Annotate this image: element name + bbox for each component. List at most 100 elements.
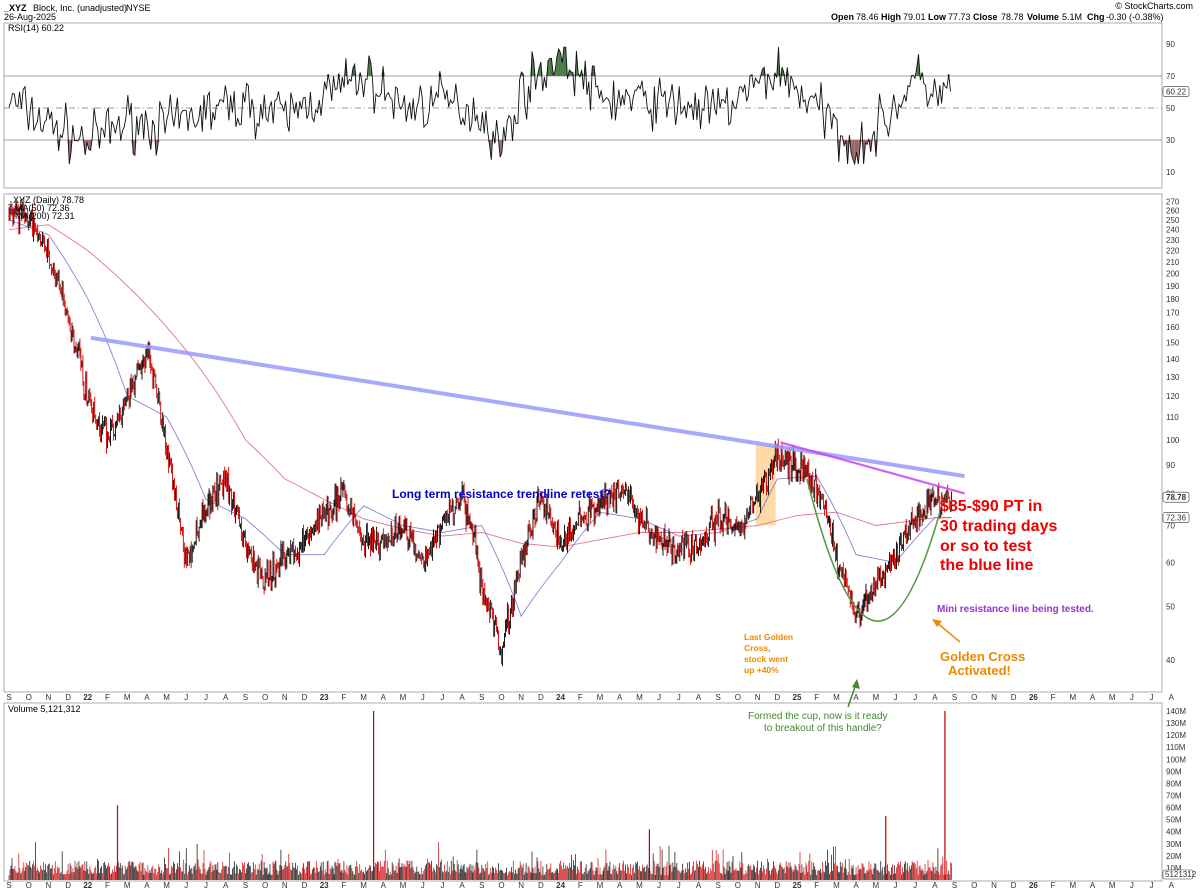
rsi-overbought-fill xyxy=(539,62,541,76)
x-label-0: S xyxy=(6,693,11,702)
x-label-46: J xyxy=(913,693,917,702)
volume-legend: Volume 5,121,312 xyxy=(8,704,81,714)
x-label-7: A xyxy=(144,693,150,702)
volume-tick-30: 30M xyxy=(1166,840,1182,849)
x-label-bottom-50: N xyxy=(991,881,997,890)
x-label-bottom-10: J xyxy=(204,881,208,890)
x-label-32: M xyxy=(636,693,643,702)
x-label-8: M xyxy=(163,693,170,702)
x-label-bottom-43: A xyxy=(853,881,859,890)
x-label-34: J xyxy=(677,693,681,702)
x-label-bottom-54: M xyxy=(1069,881,1076,890)
last-golden-line-1: Last Golden xyxy=(744,632,793,642)
rsi-overbought-fill xyxy=(762,67,765,76)
price-tick-110: 110 xyxy=(1166,413,1179,422)
volume-tick-20: 20M xyxy=(1166,852,1182,861)
x-label-52: 26 xyxy=(1029,693,1038,702)
rsi-legend-text: RSI(14) 60.22 xyxy=(8,23,64,33)
x-label-bottom-41: F xyxy=(814,881,819,890)
price-legend: _XYZ (Daily) 78.78 MA(50) 72.36 MA(200) … xyxy=(7,195,84,221)
x-label-bottom-0: S xyxy=(6,881,11,890)
price-target-annotation: $85-$90 PT in 30 trading days or so to t… xyxy=(940,498,1057,574)
ma200-line xyxy=(8,224,952,548)
x-label-42: M xyxy=(833,693,840,702)
open-value: 78.46 xyxy=(856,12,879,22)
x-label-bottom-58: J xyxy=(1150,881,1154,890)
x-label-bottom-13: O xyxy=(262,881,268,890)
x-label-19: A xyxy=(381,693,387,702)
price-tick-140: 140 xyxy=(1166,355,1180,364)
x-label-54: M xyxy=(1069,693,1076,702)
x-label-23: A xyxy=(459,693,465,702)
price-tick-220: 220 xyxy=(1166,247,1180,256)
x-label-bottom-15: D xyxy=(302,881,308,890)
x-label-27: D xyxy=(538,693,544,702)
price-target-line-3: or so to test xyxy=(940,538,1032,555)
x-label-56: M xyxy=(1109,693,1116,702)
x-label-28: 24 xyxy=(556,693,565,702)
cup-arc xyxy=(806,478,941,622)
price-tick-90: 90 xyxy=(1166,461,1175,470)
x-label-33: J xyxy=(657,693,661,702)
price-tick-260: 260 xyxy=(1166,206,1180,215)
x-label-18: M xyxy=(360,693,367,702)
price-tick-120: 120 xyxy=(1166,392,1180,401)
x-label-bottom-51: D xyxy=(1011,881,1017,890)
x-label-44: M xyxy=(872,693,879,702)
x-label-1: O xyxy=(26,693,32,702)
volume-layer: 10M 20M 30M 40M 50M 60M 70M 80M 90M 100M 110M 120M 1… xyxy=(8,707,1197,880)
x-label-59: A xyxy=(1169,693,1175,702)
x-label-24: S xyxy=(479,693,484,702)
rsi-tick-10: 10 xyxy=(1166,168,1175,177)
x-label-43: A xyxy=(853,693,859,702)
x-label-38: N xyxy=(755,693,761,702)
x-label-47: A xyxy=(932,693,938,702)
x-label-bottom-46: J xyxy=(913,881,917,890)
x-label-bottom-45: J xyxy=(894,881,898,890)
golden-cross-annotation: Golden Cross Activated! xyxy=(940,649,1025,678)
price-layer: 4050607080901001101201301401501601701801… xyxy=(8,197,1190,667)
x-label-49: O xyxy=(971,693,977,702)
golden-cross-arrow xyxy=(932,619,961,643)
x-label-bottom-57: J xyxy=(1130,881,1134,890)
price-legend-main: _XYZ (Daily) 78.78 xyxy=(7,195,84,205)
rsi-overbought-fill xyxy=(549,58,552,76)
rsi-overbought-fill xyxy=(532,51,534,76)
price-tick-200: 200 xyxy=(1166,269,1180,278)
x-label-bottom-11: A xyxy=(223,881,229,890)
x-label-bottom-8: M xyxy=(163,881,170,890)
cup-annotation-line-1: Formed the cup, now is it ready xyxy=(748,711,888,722)
low-value: 77.73 xyxy=(948,12,971,22)
low-label: Low xyxy=(928,12,947,22)
x-label-26: N xyxy=(518,693,524,702)
x-label-bottom-49: O xyxy=(971,881,977,890)
rsi-value-box xyxy=(1162,86,1190,97)
mini-resistance-line xyxy=(780,441,965,495)
volume-tick-40: 40M xyxy=(1166,828,1182,837)
volume-tick-130: 130M xyxy=(1166,719,1186,728)
x-label-bottom-4: 22 xyxy=(83,881,92,890)
x-label-12: S xyxy=(243,693,248,702)
candles xyxy=(8,197,953,667)
x-label-bottom-32: M xyxy=(636,881,643,890)
price-tick-50: 50 xyxy=(1166,602,1175,611)
price-tick-210: 210 xyxy=(1166,258,1180,267)
price-tick-240: 240 xyxy=(1166,226,1180,235)
x-label-22: J xyxy=(440,693,444,702)
x-label-10: J xyxy=(204,693,208,702)
volume-tick-70: 70M xyxy=(1166,792,1182,801)
last-golden-line-2: Cross, xyxy=(744,643,770,653)
volume-tick-90: 90M xyxy=(1166,767,1182,776)
x-label-9: J xyxy=(184,693,188,702)
volume-panel xyxy=(3,702,1163,882)
price-tick-230: 230 xyxy=(1166,236,1180,245)
price-tick-160: 160 xyxy=(1166,323,1180,332)
last-golden-line-3: stock went xyxy=(744,654,788,664)
ma50-price-label: 72.36 xyxy=(1166,514,1187,523)
x-label-bottom-55: A xyxy=(1090,881,1096,890)
ma50-legend-text: MA(50) 72.36 xyxy=(15,203,70,213)
rsi-layer: 10 30 50 70 90 60.22 xyxy=(4,40,1190,177)
volume-tick-50: 50M xyxy=(1166,816,1182,825)
x-label-bottom-42: M xyxy=(833,881,840,890)
trendline-annotation: Long term resistance trendline retest? xyxy=(392,487,611,501)
